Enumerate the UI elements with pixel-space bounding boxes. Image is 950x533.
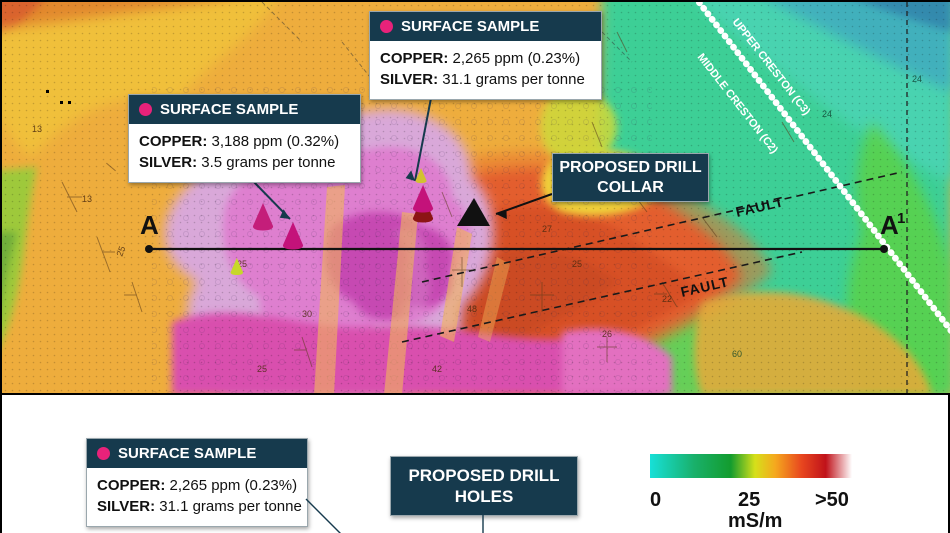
svg-text:42: 42 (432, 364, 442, 374)
svg-text:A: A (140, 210, 159, 240)
svg-text:25: 25 (738, 489, 760, 511)
svg-text:mS/m: mS/m (728, 510, 782, 529)
svg-text:25: 25 (257, 364, 267, 374)
svg-text:13: 13 (82, 194, 92, 204)
svg-text:25: 25 (572, 259, 582, 269)
svg-text:26: 26 (602, 329, 612, 339)
svg-text:60: 60 (732, 349, 742, 359)
svg-text:13: 13 (32, 124, 42, 134)
svg-text:90: 90 (782, 394, 792, 395)
svg-text:1: 1 (897, 210, 905, 227)
svg-text:24: 24 (912, 74, 922, 84)
svg-text:22: 22 (662, 294, 672, 304)
svg-text:24: 24 (822, 109, 832, 119)
svg-text:0: 0 (650, 489, 661, 511)
svg-text:30: 30 (302, 309, 312, 319)
svg-text:>50: >50 (815, 489, 849, 511)
svg-text:48: 48 (467, 304, 477, 314)
svg-text:27: 27 (542, 224, 552, 234)
